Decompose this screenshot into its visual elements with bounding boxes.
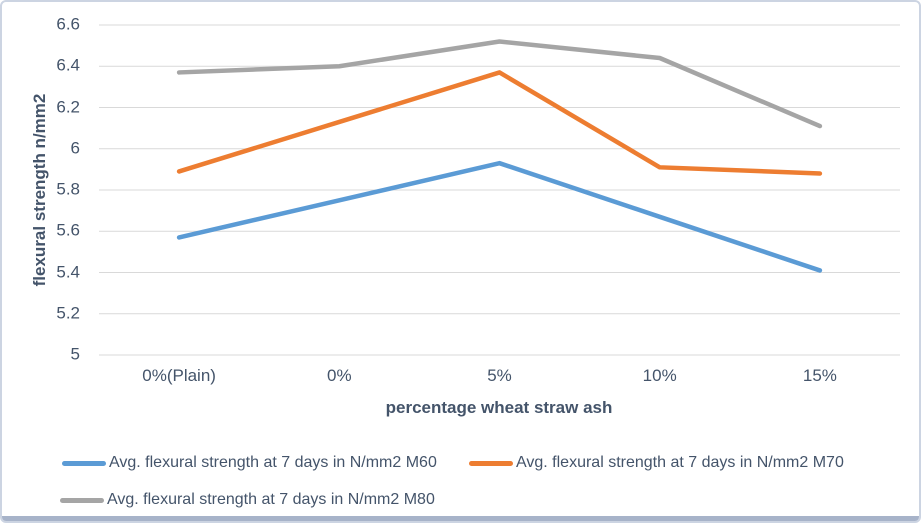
y-tick-label: 5.6 <box>56 220 80 240</box>
series-line-2 <box>176 39 823 129</box>
x-tick-label: 15% <box>802 366 837 385</box>
y-tick-label: 6.2 <box>56 97 80 117</box>
legend-item: Avg. flexural strength at 7 days in N/mm… <box>60 491 435 509</box>
y-axis-title: flexural strength n/mm2 <box>30 93 49 287</box>
x-tick-label: 5% <box>487 366 512 385</box>
legend-line-marker <box>62 460 106 466</box>
series-line-1 <box>176 70 823 176</box>
legend-item: Avg. flexural strength at 7 days in N/mm… <box>62 454 437 472</box>
legend-line-marker <box>60 497 104 503</box>
x-tick-label: 0% <box>327 366 352 385</box>
y-tick-label: 6.4 <box>56 55 80 75</box>
legend-label: Avg. flexural strength at 7 days in N/mm… <box>516 454 844 471</box>
legend-label: Avg. flexural strength at 7 days in N/mm… <box>109 454 437 471</box>
legend-label: Avg. flexural strength at 7 days in N/mm… <box>107 491 435 508</box>
y-tick-label: 6.6 <box>56 14 80 34</box>
x-axis-title: percentage wheat straw ash <box>385 398 613 417</box>
y-tick-label: 6 <box>70 138 80 158</box>
y-tick-label: 5.4 <box>56 262 80 282</box>
series-line-0 <box>176 160 823 273</box>
y-tick-label: 5 <box>70 344 80 364</box>
x-tick-label: 10% <box>642 366 677 385</box>
y-tick-label: 5.8 <box>56 179 80 199</box>
bottom-edge-bar <box>2 516 919 521</box>
legend-item: Avg. flexural strength at 7 days in N/mm… <box>469 454 844 472</box>
y-tick-label: 5.2 <box>56 303 80 323</box>
x-tick-label: 0%(Plain) <box>142 366 216 385</box>
legend-line-marker <box>469 460 513 466</box>
